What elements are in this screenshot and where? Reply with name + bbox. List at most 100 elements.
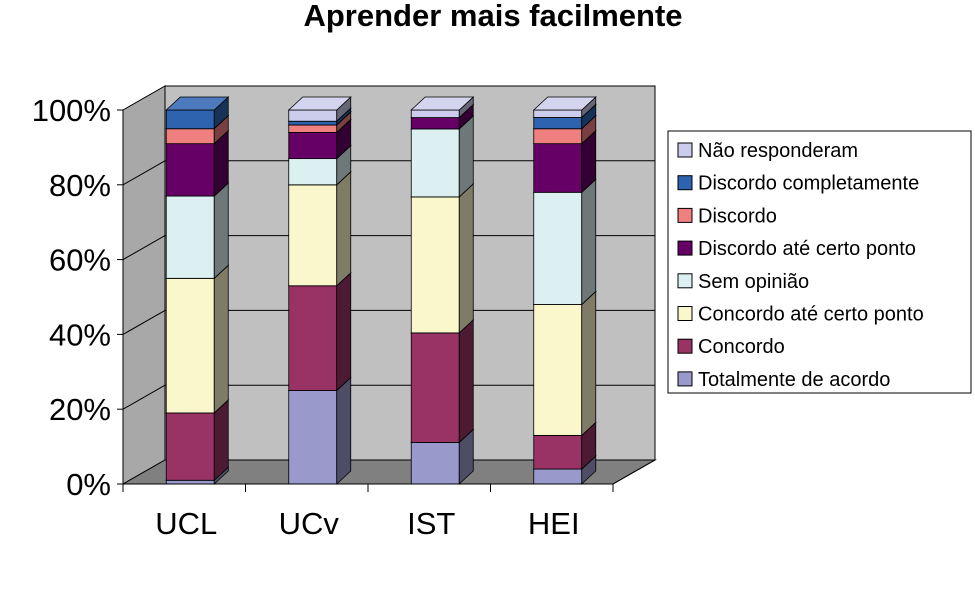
legend-swatch [677, 338, 693, 354]
bar-front [410, 117, 460, 130]
legend-swatch [677, 371, 693, 387]
legend-label: Não responderam [698, 140, 858, 162]
bar-front [533, 128, 583, 145]
bar-front [410, 332, 460, 443]
bar-front [533, 191, 583, 305]
bar-side [213, 399, 229, 482]
bar-side [458, 318, 474, 444]
bar-side [458, 182, 474, 334]
legend-swatch [677, 207, 693, 223]
bar-segment [287, 271, 352, 392]
legend-entry: Discordo [677, 205, 777, 227]
axes: 0% 20% 40% 60% 80% 100% UCL UCv IST HEI [32, 93, 656, 541]
bar-top [165, 96, 230, 111]
legend-entry: Sem opinião [677, 271, 809, 293]
bar-side [213, 182, 229, 280]
bar-front [165, 412, 215, 481]
legend-entry: Concordo [677, 336, 785, 358]
legend-label: Concordo até certo ponto [698, 304, 924, 326]
bar-front [533, 304, 583, 436]
bar-front [533, 109, 583, 118]
bar-front [288, 132, 338, 160]
bar-front [288, 184, 338, 287]
bar-segment [532, 290, 597, 437]
bar-side [581, 178, 597, 306]
gridline-side [122, 384, 166, 410]
bar-side [581, 290, 597, 437]
bar-segment [410, 96, 475, 119]
gridline-side [122, 235, 166, 261]
y-tick-label: 0% [66, 467, 111, 502]
bar-front [533, 117, 583, 130]
legend: Não responderam Discordo completamente Dis… [667, 130, 972, 394]
bar-segment [165, 182, 230, 280]
chart-title: Aprender mais facilmente [303, 0, 682, 33]
bar-front [410, 128, 460, 198]
bar-stack-ucl [165, 96, 230, 485]
legend-entry: Não responderam [677, 140, 858, 162]
bar-front [533, 468, 583, 485]
legend-entry: Discordo completamente [677, 173, 919, 195]
x-tick-label: IST [407, 506, 455, 541]
bar-front [165, 143, 215, 197]
legend-swatch [677, 273, 693, 289]
legend-entry: Discordo até certo ponto [677, 238, 916, 260]
bar-front [165, 277, 215, 414]
legend-label: Concordo [698, 336, 785, 358]
bar-side [458, 114, 474, 198]
bar-front [288, 109, 338, 122]
bar-front [288, 285, 338, 391]
bar-top [532, 96, 597, 111]
bar-segment [165, 96, 230, 130]
side-wall [122, 85, 166, 485]
bar-front [288, 158, 338, 186]
x-tick-label: HEI [528, 506, 580, 541]
y-tick-label: 20% [49, 392, 111, 427]
floor-edge [612, 459, 656, 485]
x-tick-label: UCL [155, 506, 217, 541]
bar-top [287, 96, 352, 111]
legend-label: Discordo até certo ponto [698, 238, 916, 260]
bar-segment [165, 264, 230, 414]
bar-front [165, 128, 215, 145]
bar-segment [410, 182, 475, 334]
legend-label: Totalmente de acordo [698, 369, 890, 391]
bar-stack-ist [410, 96, 475, 485]
bar-front [288, 124, 338, 133]
bar-front [410, 196, 460, 334]
bar-front [165, 109, 215, 130]
legend-swatch [677, 240, 693, 256]
bar-top [410, 96, 475, 111]
legend-box [667, 130, 972, 394]
y-tick-label: 100% [32, 93, 111, 128]
y-tick-label: 80% [49, 168, 111, 203]
bar-side [213, 264, 229, 414]
bar-front [165, 479, 215, 485]
y-tick-label: 60% [49, 243, 111, 278]
bar-segment [532, 96, 597, 119]
bar-stack-ucv [287, 96, 352, 485]
bar-segment [410, 318, 475, 444]
gridline-side [122, 160, 166, 186]
legend-swatch [677, 175, 693, 191]
bar-front [288, 390, 338, 485]
bar-front [533, 143, 583, 193]
bar-front [410, 442, 460, 485]
legend-swatch [677, 306, 693, 321]
bar-segment [287, 170, 352, 287]
bar-segment [287, 376, 352, 485]
legend-label: Sem opinião [698, 271, 809, 293]
legend-entry: Concordo até certo ponto [677, 304, 924, 326]
bar-side [336, 376, 352, 485]
legend-label: Discordo completamente [698, 173, 919, 195]
bar-stack-hei [532, 96, 597, 485]
legend-label: Discordo [698, 205, 777, 227]
bars [165, 96, 597, 485]
x-tick-label: UCv [279, 506, 340, 541]
bar-side [336, 271, 352, 392]
gridline-side [122, 309, 166, 335]
legend-swatch [677, 142, 693, 158]
bar-front [288, 120, 338, 126]
bar-segment [532, 178, 597, 306]
